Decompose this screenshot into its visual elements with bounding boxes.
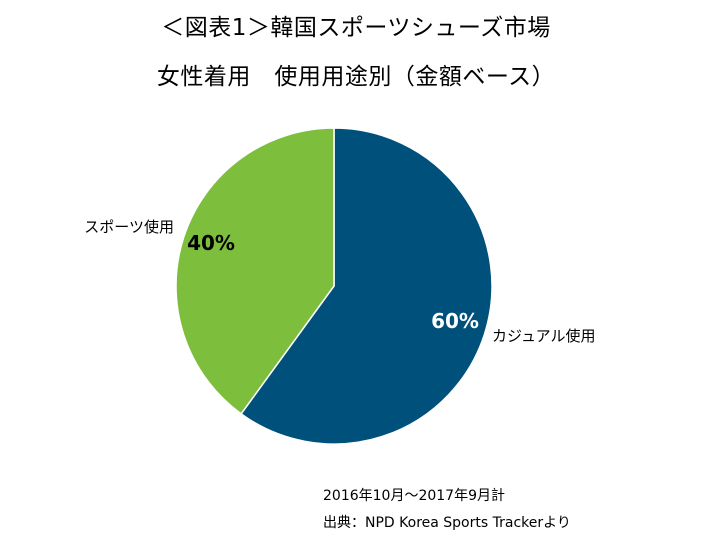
- data-label-casual: 60%: [431, 309, 479, 333]
- category-label-sports: スポーツ使用: [84, 218, 174, 236]
- data-label-sports: 40%: [187, 231, 235, 255]
- chart-title-line-2: 女性着用 使用用途別（金額ベース）: [156, 64, 556, 90]
- pie-slice-sports: [175, 127, 335, 415]
- period-note: 2016年10月～2017年9月計: [323, 488, 505, 504]
- source-note: 出典：NPD Korea Sports Trackerより: [323, 515, 571, 531]
- pie-slice-casual: [240, 127, 493, 445]
- chart-title-line-1: ＜図表1＞韓国スポーツシューズ市場: [161, 15, 551, 41]
- category-label-casual: カジュアル使用: [492, 327, 596, 345]
